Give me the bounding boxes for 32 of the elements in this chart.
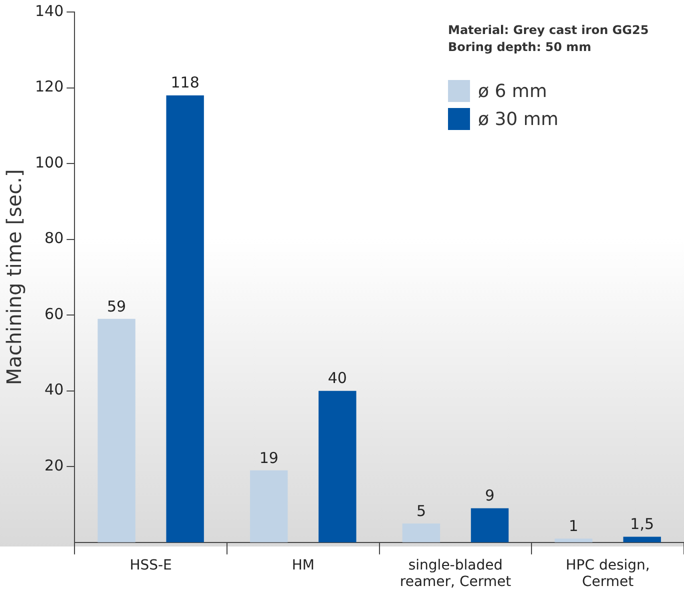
bar xyxy=(554,538,592,542)
x-tick-label: HPC design, Cermet xyxy=(566,557,650,590)
bar xyxy=(623,536,661,542)
annotation: Material: Grey cast iron GG25 xyxy=(448,22,649,39)
y-tick-label: 40 xyxy=(44,380,64,399)
data-label: 5 xyxy=(416,502,426,520)
y-tick-label: 20 xyxy=(44,456,64,475)
y-tick-label: 80 xyxy=(44,229,64,248)
data-label: 1 xyxy=(568,517,578,535)
data-label: 19 xyxy=(259,448,278,467)
bar xyxy=(402,523,440,542)
y-tick-label: 60 xyxy=(44,304,64,323)
x-tick-label: HM xyxy=(292,557,314,574)
data-label: 40 xyxy=(328,369,347,388)
data-label: 59 xyxy=(106,297,126,316)
bar xyxy=(470,508,509,542)
y-tick-label: 140 xyxy=(34,2,64,20)
x-tick-label: HSS-E xyxy=(130,557,172,574)
bar xyxy=(166,95,204,542)
legend-label: ø 6 mm xyxy=(478,80,547,102)
y-axis-title: Machining time [sec.] xyxy=(2,169,26,386)
bar xyxy=(250,470,288,542)
data-label: 1,5 xyxy=(630,515,654,534)
annotation: Boring depth: 50 mm xyxy=(448,39,592,56)
bar xyxy=(318,390,356,542)
data-label: 9 xyxy=(484,486,495,505)
x-tick-label: single-bladed reamer, Cermet xyxy=(400,557,512,590)
data-label: 118 xyxy=(170,74,200,92)
y-tick-label: 100 xyxy=(34,153,64,172)
bar xyxy=(98,318,136,542)
y-tick-label: 120 xyxy=(34,78,64,96)
legend-label: ø 30 mm xyxy=(478,108,558,130)
